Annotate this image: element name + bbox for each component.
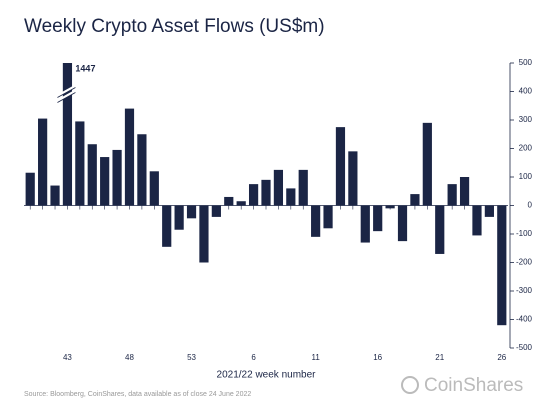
y-tick-label: -500 [516,343,533,352]
x-tick-label: 26 [497,353,506,362]
bar [137,134,147,206]
bar [472,205,482,236]
bar [422,122,432,206]
value-label: 1447 [75,63,95,73]
bar [75,121,85,206]
bar [25,172,35,206]
y-tick-label: 0 [528,201,533,210]
bar [484,205,494,217]
bars [25,63,507,326]
bar [311,205,321,237]
x-tick-label: 21 [435,353,444,362]
bar [186,205,197,219]
bar [174,205,184,230]
x-tick-label: 6 [251,353,256,362]
bar [149,171,159,206]
bar [100,157,110,206]
x-tick-label: 16 [373,353,382,362]
y-tick-label: -400 [516,315,533,324]
axis-break-edge [57,92,76,103]
bar [459,177,470,206]
bar [236,201,246,206]
source-note: Source: Bloomberg, CoinShares, data avai… [24,391,251,398]
bar [87,144,97,206]
bar [273,169,284,206]
bar [373,205,383,232]
x-tick-label: 11 [311,353,320,362]
x-tick-label: 48 [125,353,134,362]
bar [435,205,445,254]
bar [38,118,48,206]
bar [112,149,122,206]
bar [248,184,259,206]
bar [348,151,358,206]
bar [298,169,308,206]
y-tick-label: 500 [519,58,533,67]
bar [199,205,209,263]
axis-break [56,89,77,103]
bar [124,108,135,206]
y-tick-label: -200 [516,258,533,267]
bar [447,184,457,206]
bar [323,205,333,229]
x-axis-label: 2021/22 week number [217,370,317,381]
bar [62,63,73,206]
bar [50,185,60,206]
bar [224,196,234,206]
y-tick-label: 300 [519,115,533,124]
bar [497,205,507,326]
bar [261,179,271,206]
x-tick-label: 43 [63,353,72,362]
y-tick-label: 100 [519,172,533,181]
axis-break-edge [57,87,76,98]
y-tick-label: -300 [516,286,533,295]
bar [211,205,221,217]
bar [410,194,420,206]
y-tick-label: -100 [516,229,533,238]
bar [162,205,172,247]
bar [286,188,296,206]
bar [360,205,370,243]
bar [397,205,408,242]
brand-icon [401,376,419,394]
x-tick-label: 53 [187,353,196,362]
y-tick-label: 200 [519,144,533,153]
bar [335,127,346,206]
chart-title: Weekly Crypto Asset Flows (US$m) [24,16,325,37]
y-tick-label: 400 [519,87,533,96]
brand-logo: CoinShares [424,375,523,396]
axis-break [56,84,77,98]
